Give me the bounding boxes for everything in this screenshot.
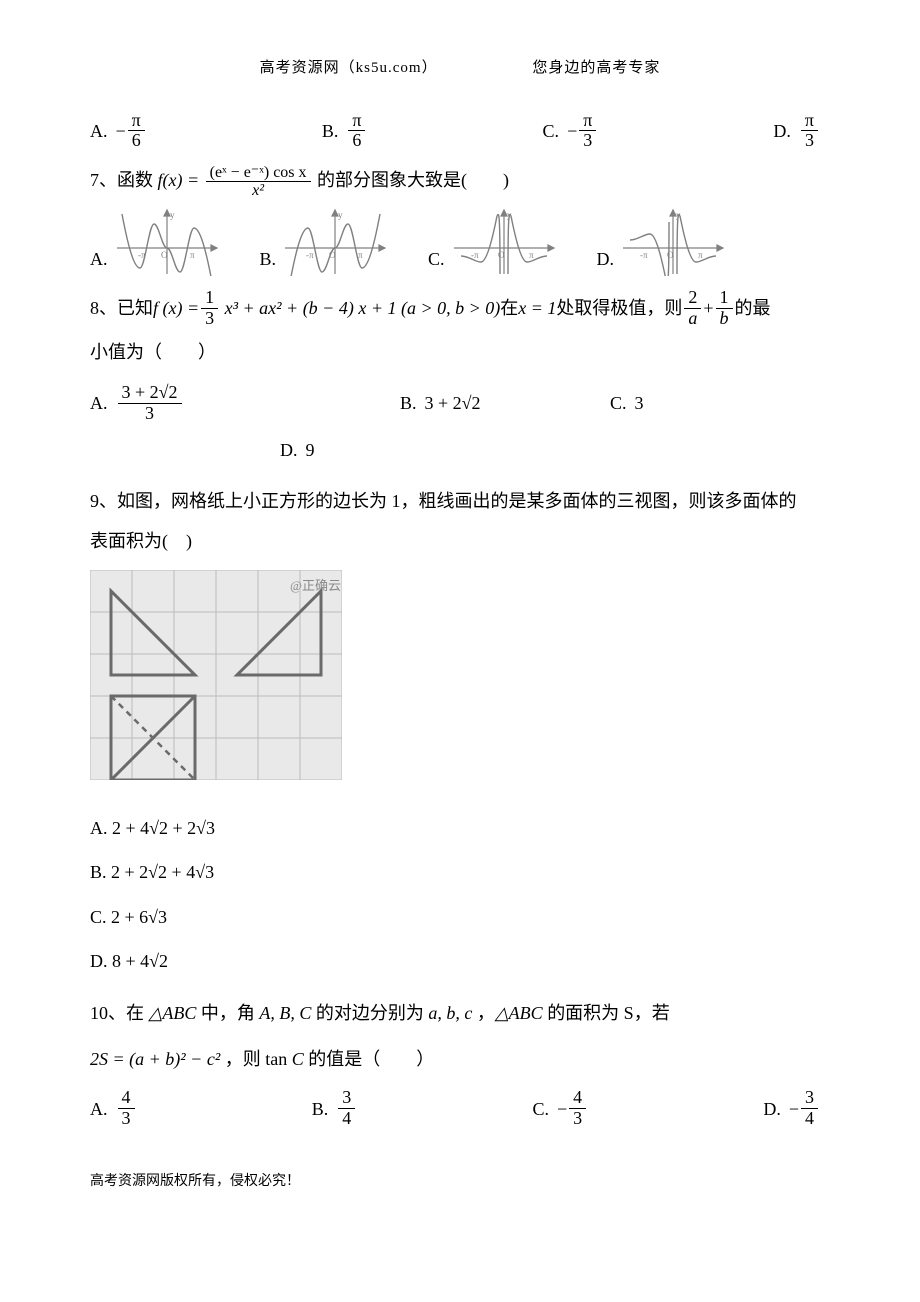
q9-option-b: B. 2 + 2√2 + 4√3	[90, 855, 830, 889]
q7-graph-c: C. y O -π π	[428, 206, 559, 276]
svg-text:π: π	[529, 250, 534, 260]
svg-text:O: O	[667, 250, 674, 260]
svg-text:O: O	[161, 250, 168, 260]
q6-options-row: A. − π 6 B. π 6 C. − π 3 D. π 3	[90, 111, 830, 152]
q7-graphs-row: A. y O -π π B. y O -π π C.	[90, 206, 830, 276]
q10-option-a: A. 43	[90, 1088, 137, 1129]
q10-option-b: B. 34	[312, 1088, 358, 1129]
header-left: 高考资源网（ks5u.com）	[260, 54, 438, 83]
svg-text:-π: -π	[306, 250, 314, 260]
svg-text:π: π	[190, 250, 195, 260]
header-right: 您身边的高考专家	[532, 54, 660, 83]
three-view-svg: @正确云	[90, 570, 342, 780]
q8-option-a: A. 3 + 2√2 3	[90, 383, 390, 424]
q10-line1: 10、在 △ABC 中，角 A, B, C 的对边分别为 a, b, c ，△A…	[90, 996, 830, 1030]
q7-text: 7、函数 f(x) = (eˣ − e⁻ˣ) cos x x² 的部分图象大致是…	[90, 163, 830, 200]
graph-d-svg: y O -π π	[618, 206, 728, 276]
graph-a-svg: y O -π π	[112, 206, 222, 276]
svg-text:-π: -π	[640, 250, 648, 260]
q9-text1: 9、如图，网格纸上小正方形的边长为 1，粗线画出的是某多面体的三视图，则该多面体…	[90, 484, 830, 518]
q8-option-b: B. 3 + 2√2	[400, 386, 600, 420]
q6-option-b: B. π 6	[322, 111, 368, 152]
q8-line1: 8、已知 f (x) = 1 3 x³ + ax² + (b − 4) x + …	[90, 288, 830, 329]
q9-option-a: A. 2 + 4√2 + 2√3	[90, 811, 830, 845]
q10-option-d: D. − 34	[763, 1088, 820, 1129]
graph-c-svg: y O -π π	[449, 206, 559, 276]
svg-text:π: π	[698, 250, 703, 260]
q9-options: A. 2 + 4√2 + 2√3 B. 2 + 2√2 + 4√3 C. 2 +…	[90, 811, 830, 978]
graph-b-svg: y O -π π	[280, 206, 390, 276]
svg-text:O: O	[498, 250, 505, 260]
q7-graph-b: B. y O -π π	[260, 206, 391, 276]
q8-option-d: D. 9	[280, 433, 315, 467]
page-footer: 高考资源网版权所有，侵权必究！	[90, 1169, 830, 1196]
svg-text:y: y	[338, 210, 343, 220]
q6-option-c: C. − π 3	[543, 111, 599, 152]
q8-options-row2: D. 9	[90, 433, 830, 467]
q8-line2: 小值为（ ）	[90, 335, 830, 369]
q9-three-view: @正确云	[90, 570, 830, 791]
q9-text2: 表面积为( )	[90, 524, 830, 558]
svg-text:y: y	[170, 210, 175, 220]
page-header: 高考资源网（ks5u.com） 您身边的高考专家	[90, 54, 830, 83]
svg-text:π: π	[358, 250, 363, 260]
q6-option-a: A. − π 6	[90, 111, 147, 152]
svg-text:@正确云: @正确云	[290, 578, 341, 593]
q10-option-c: C. − 43	[532, 1088, 588, 1129]
q8-options-row1: A. 3 + 2√2 3 B. 3 + 2√2 C. 3	[90, 383, 830, 424]
q7-graph-d: D. y O -π π	[597, 206, 729, 276]
q9-option-d: D. 8 + 4√2	[90, 944, 830, 978]
q6-option-d: D. π 3	[773, 111, 820, 152]
q9-option-c: C. 2 + 6√3	[90, 900, 830, 934]
q7-graph-a: A. y O -π π	[90, 206, 222, 276]
q10-line2: 2S = (a + b)² − c² ，则 tan C 的值是（ ）	[90, 1042, 830, 1076]
q8-option-c: C. 3	[610, 386, 644, 420]
q10-options-row: A. 43 B. 34 C. − 43 D. − 34	[90, 1088, 830, 1129]
